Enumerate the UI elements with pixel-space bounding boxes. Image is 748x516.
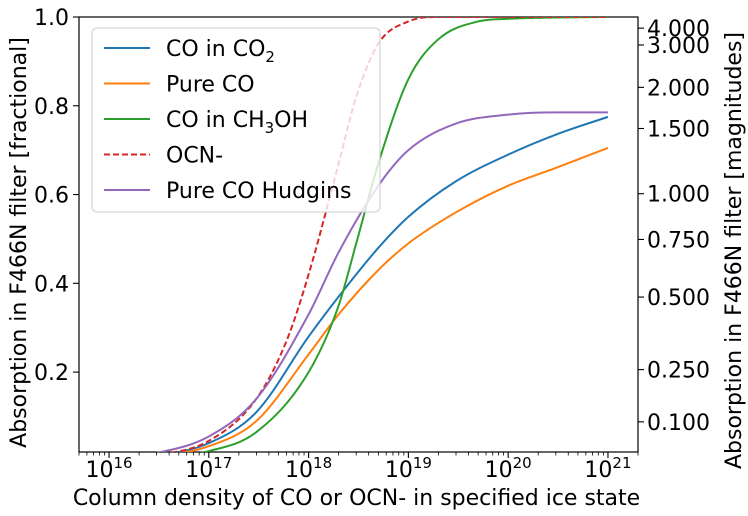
- y-right-tick-label: 4.000: [647, 17, 710, 42]
- y-axis-left: 0.2 0.4 0.6 0.8 1.0: [34, 6, 79, 386]
- y-tick-label: 0.2: [34, 361, 69, 386]
- series-line-5: [155, 111, 608, 452]
- y-tick-label: 1.0: [34, 6, 69, 31]
- x-tick-label: 1017: [185, 454, 232, 483]
- y-right-tick-label: 2.000: [647, 76, 710, 101]
- y-right-tick-label: 0.750: [647, 228, 710, 253]
- legend-label: CO in CO2: [166, 37, 275, 66]
- legend-label: Pure CO: [166, 73, 255, 98]
- y-axis-right-label: Absorption in F466N filter [magnitudes]: [722, 32, 747, 469]
- x-axis-label: Column density of CO or OCN- in specifie…: [73, 486, 640, 511]
- y-right-tick-label: 1.500: [647, 117, 710, 142]
- x-tick-label: 1018: [285, 454, 332, 483]
- y-right-tick-label: 0.250: [647, 359, 710, 384]
- y-tick-label: 0.6: [34, 184, 69, 209]
- legend-label: CO in CH3OH: [166, 108, 308, 137]
- x-tick-label: 1016: [85, 454, 132, 483]
- y-axis-right: 0.100 0.250 0.500 0.750 1.000 1.500 2.000 3.000…: [638, 17, 710, 436]
- y-right-tick-label: 0.500: [647, 286, 710, 311]
- y-tick-label: 0.8: [34, 95, 69, 120]
- x-tick-label: 1020: [485, 454, 532, 483]
- legend: CO in CO2 Pure CO CO in CH3OH OCN- Pure CO H…: [91, 27, 381, 213]
- legend-box: [91, 27, 381, 213]
- x-tick-label: 1019: [385, 454, 432, 483]
- y-right-tick-label: 0.100: [647, 411, 710, 436]
- x-axis: 1016 1017 1018 1019 1020 1021: [78, 452, 639, 483]
- plot-border: [78, 16, 639, 453]
- series-line-1: [172, 115, 609, 452]
- x-tick-label: 1021: [584, 454, 631, 483]
- legend-label: Pure CO Hudgins: [166, 179, 352, 204]
- y-tick-label: 0.4: [34, 272, 69, 297]
- plot-frame: [78, 16, 639, 453]
- y-right-tick-label: 3.000: [647, 34, 710, 59]
- y-right-tick-label: 1.000: [647, 183, 710, 208]
- y-axis-label: Absorption in F466N filter [fractional]: [7, 37, 32, 448]
- legend-label: OCN-: [166, 144, 223, 169]
- series-line-2: [181, 147, 609, 452]
